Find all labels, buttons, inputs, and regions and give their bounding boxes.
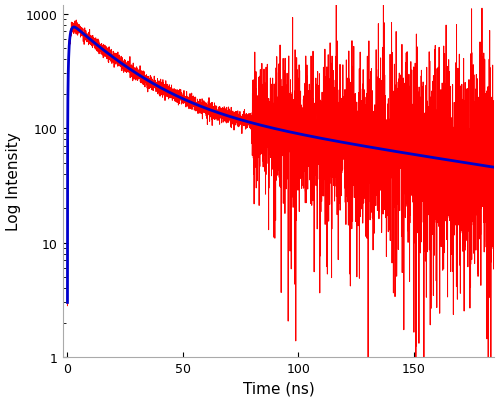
Y-axis label: Log Intensity: Log Intensity [6, 132, 20, 231]
X-axis label: Time (ns): Time (ns) [243, 381, 314, 395]
